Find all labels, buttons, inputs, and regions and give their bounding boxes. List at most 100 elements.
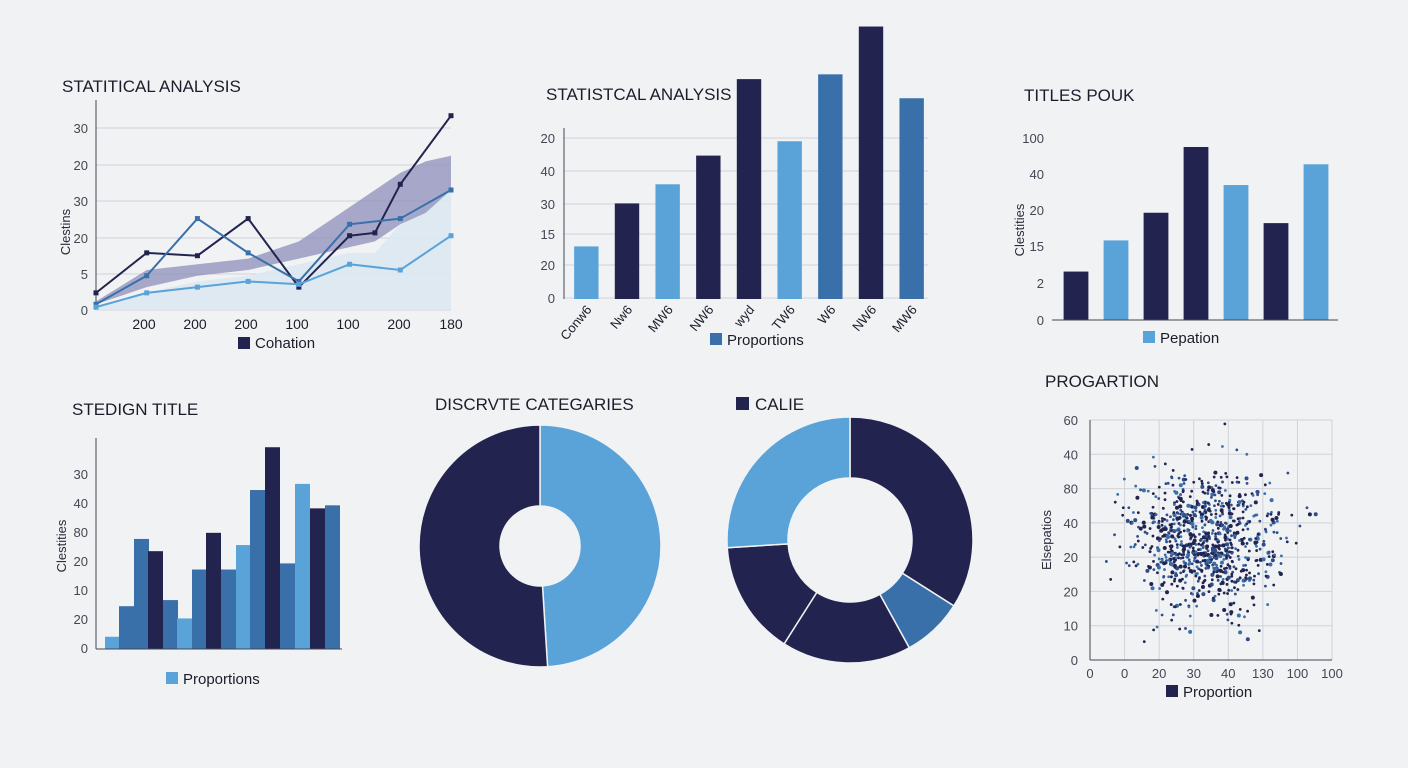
y-tick-label: 20 [74, 612, 88, 627]
scatter-point [1170, 525, 1173, 529]
y-axis-label: Elsepatios [1039, 510, 1054, 570]
scatter-point [1203, 558, 1207, 562]
y-tick-label: 15 [541, 227, 555, 242]
scatter-point [1136, 511, 1140, 515]
scatter-point [1146, 489, 1150, 493]
y-tick-label: 20 [1064, 550, 1078, 565]
scatter-point [1197, 567, 1201, 571]
scatter-point [1210, 495, 1213, 499]
scatter-point [1203, 505, 1207, 508]
scatter-point [1209, 513, 1213, 516]
scatter-point [1188, 614, 1192, 618]
scatter-point [1187, 566, 1191, 570]
data-point [245, 278, 251, 284]
scatter-point [1198, 477, 1201, 481]
scatter-point [1242, 500, 1246, 504]
data-point [144, 290, 150, 296]
scatter-point [1157, 521, 1161, 525]
scatter-point [1156, 571, 1159, 575]
x-tick-label: 100 [285, 316, 309, 332]
x-tick-label: 200 [132, 316, 156, 332]
scatter-point [1160, 517, 1164, 520]
y-tick-label: 20 [541, 258, 555, 273]
scatter-point [1216, 613, 1220, 617]
scatter-point [1230, 551, 1234, 555]
scatter-point [1167, 558, 1171, 562]
scatter-point [1212, 490, 1216, 494]
bar [614, 203, 640, 299]
scatter-point [1203, 508, 1207, 512]
scatter-point [1137, 525, 1140, 529]
scatter-point [1228, 494, 1232, 498]
scatter-point [1220, 524, 1224, 528]
bar-chart-panel-2: TITLES POUK Clestities 0 2 15 20 40 100 Pepat… [1012, 86, 1338, 347]
scatter-point [1175, 584, 1179, 588]
y-tick-label: 0 [81, 641, 88, 656]
scatter-point [1177, 552, 1181, 556]
scatter-point [1279, 537, 1283, 540]
bar [777, 141, 802, 299]
scatter-point [1164, 559, 1168, 563]
scatter-point [1230, 589, 1234, 592]
scatter-point [1178, 523, 1182, 527]
scatter-point [1246, 527, 1250, 531]
scatter-point [1266, 512, 1270, 516]
bar [177, 618, 192, 649]
x-tick-label: 100 [1287, 666, 1309, 681]
scatter-point [1217, 592, 1221, 596]
x-tick-label: Conw6 [557, 302, 595, 343]
scatter-point [1270, 517, 1275, 522]
scatter-point [1240, 541, 1245, 546]
scatter-point [1255, 513, 1259, 517]
scatter-point [1178, 564, 1183, 569]
scatter-point [1218, 532, 1222, 536]
bar [265, 447, 280, 649]
scatter-point [1187, 558, 1191, 562]
scatter-point [1228, 523, 1233, 528]
data-point [194, 284, 200, 290]
scatter-point [1170, 476, 1174, 480]
bar [192, 569, 207, 649]
scatter-point [1216, 520, 1220, 524]
y-tick-label: 30 [74, 194, 88, 209]
scatter-point [1172, 522, 1176, 526]
scatter-point [1151, 492, 1155, 496]
scatter-point [1186, 543, 1190, 547]
scatter-point [1227, 546, 1230, 550]
bar [574, 246, 599, 299]
scatter-point [1270, 558, 1275, 563]
scatter-point [1135, 495, 1140, 500]
scatter-point [1165, 513, 1169, 517]
scatter-point [1150, 545, 1154, 548]
x-tick-label: 200 [387, 316, 411, 332]
scatter-point [1218, 554, 1223, 559]
bar [1223, 185, 1249, 320]
scatter-point [1242, 564, 1245, 567]
y-tick-label: 20 [1030, 203, 1044, 218]
scatter-point [1190, 562, 1194, 566]
band-series [96, 155, 451, 305]
chart-title: DISCRVTE CATEGARIES [435, 395, 634, 414]
scatter-point [1166, 534, 1171, 539]
y-tick-label: 0 [1037, 313, 1044, 328]
bar [1103, 240, 1129, 320]
scatter-point [1230, 534, 1233, 538]
scatter-point [1252, 514, 1256, 518]
scatter-point [1228, 566, 1232, 570]
scatter-point [1183, 474, 1187, 477]
legend-swatch [710, 333, 722, 345]
scatter-point [1182, 547, 1187, 552]
scatter-point [1232, 565, 1236, 569]
scatter-point [1211, 596, 1215, 600]
scatter-point [1232, 601, 1236, 605]
legend-swatch [238, 337, 250, 349]
scatter-point [1179, 535, 1183, 539]
scatter-point [1251, 494, 1255, 497]
scatter-point [1285, 536, 1288, 540]
scatter-point [1161, 506, 1165, 510]
scatter-point [1132, 545, 1136, 549]
bar-chart-panel-3: STEDIGN TITLE Clestities 0 20 10 20 80 40 30 P… [54, 400, 342, 688]
scatter-point [1250, 595, 1255, 600]
data-point [93, 290, 99, 296]
scatter-point [1277, 511, 1281, 514]
